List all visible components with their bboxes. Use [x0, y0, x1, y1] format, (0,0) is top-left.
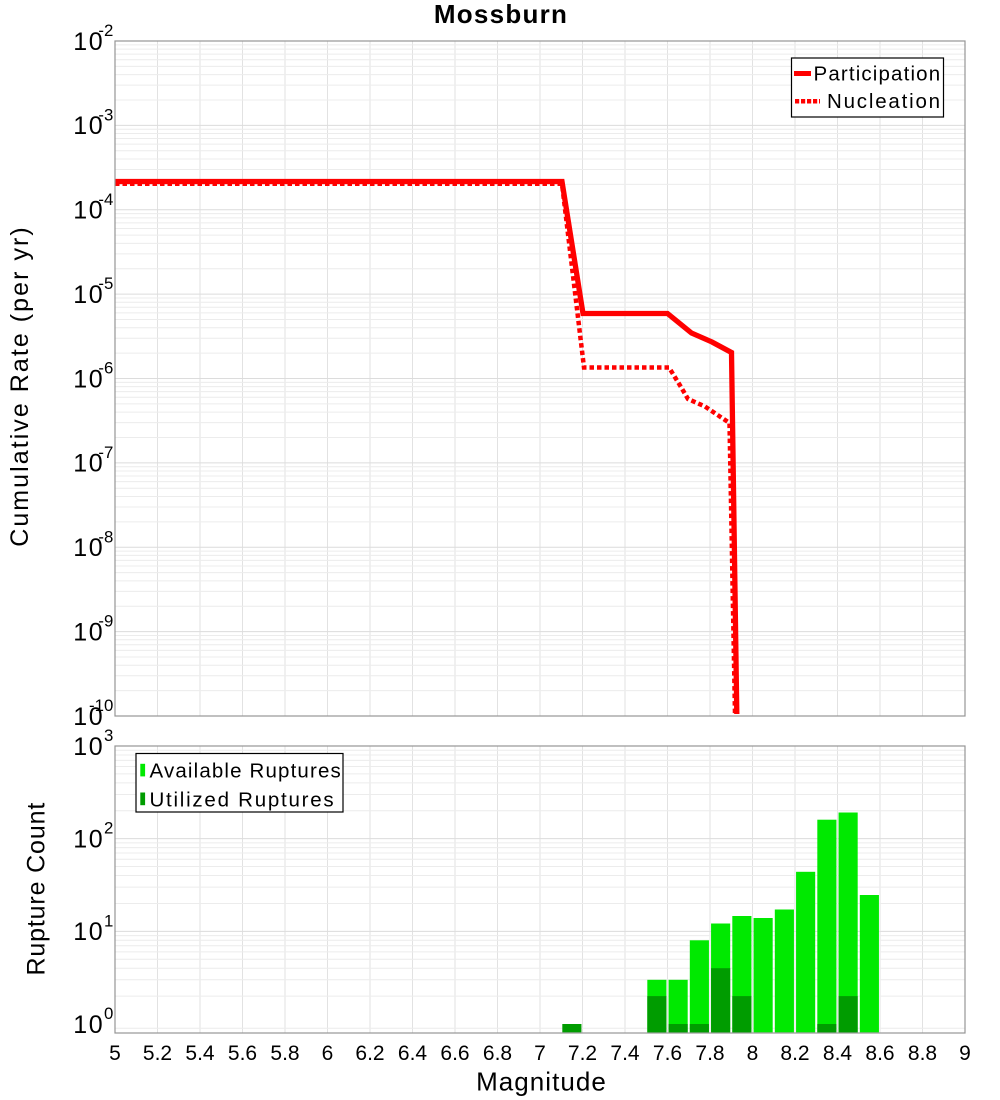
- svg-text:7.2: 7.2: [568, 1042, 597, 1065]
- svg-text:7.8: 7.8: [695, 1042, 724, 1065]
- svg-text:8.6: 8.6: [865, 1042, 894, 1065]
- svg-text:3: 3: [104, 726, 113, 745]
- svg-text:Participation: Participation: [814, 63, 942, 86]
- svg-text:Magnitude: Magnitude: [476, 1067, 607, 1097]
- svg-text:7: 7: [534, 1042, 546, 1065]
- svg-text:8.4: 8.4: [823, 1042, 853, 1065]
- svg-text:10: 10: [73, 618, 104, 646]
- svg-text:2: 2: [104, 819, 113, 838]
- svg-text:1: 1: [104, 911, 113, 930]
- svg-text:6.8: 6.8: [483, 1042, 512, 1065]
- svg-text:5.8: 5.8: [270, 1042, 299, 1065]
- svg-text:-5: -5: [98, 274, 113, 293]
- svg-text:5.6: 5.6: [228, 1042, 257, 1065]
- svg-text:Nucleation: Nucleation: [827, 90, 942, 113]
- svg-text:10: 10: [73, 112, 104, 140]
- svg-text:10: 10: [73, 28, 104, 56]
- svg-text:-3: -3: [98, 105, 113, 124]
- svg-text:8: 8: [747, 1042, 759, 1065]
- svg-text:-4: -4: [98, 190, 113, 209]
- svg-text:Available Ruptures: Available Ruptures: [150, 760, 342, 783]
- svg-text:-6: -6: [98, 359, 113, 378]
- svg-text:10: 10: [73, 1011, 104, 1039]
- svg-text:5.2: 5.2: [143, 1042, 172, 1065]
- svg-text:10: 10: [73, 703, 104, 731]
- svg-text:10: 10: [73, 281, 104, 309]
- svg-text:10: 10: [73, 365, 104, 393]
- svg-text:-7: -7: [98, 443, 113, 462]
- svg-text:6: 6: [322, 1042, 334, 1065]
- svg-text:10: 10: [73, 918, 104, 946]
- svg-text:0: 0: [104, 1004, 113, 1023]
- svg-text:-8: -8: [98, 527, 113, 546]
- svg-text:10: 10: [73, 450, 104, 478]
- svg-text:Cumulative Rate (per yr): Cumulative Rate (per yr): [6, 225, 34, 547]
- svg-text:-9: -9: [98, 612, 113, 631]
- svg-text:Mossburn: Mossburn: [434, 0, 568, 29]
- svg-text:8.8: 8.8: [908, 1042, 937, 1065]
- svg-text:5.4: 5.4: [185, 1042, 215, 1065]
- svg-text:-2: -2: [98, 21, 113, 40]
- svg-text:10: 10: [73, 197, 104, 225]
- svg-text:Rupture Count: Rupture Count: [23, 802, 51, 976]
- svg-text:9: 9: [959, 1042, 971, 1065]
- svg-text:5: 5: [109, 1042, 121, 1065]
- svg-text:6.4: 6.4: [398, 1042, 428, 1065]
- svg-text:10: 10: [73, 733, 104, 761]
- svg-text:6.6: 6.6: [440, 1042, 469, 1065]
- svg-text:7.6: 7.6: [653, 1042, 682, 1065]
- svg-text:-10: -10: [89, 696, 113, 715]
- svg-text:Utilized Ruptures: Utilized Ruptures: [150, 788, 336, 811]
- svg-text:7.4: 7.4: [610, 1042, 640, 1065]
- svg-text:10: 10: [73, 534, 104, 562]
- svg-text:8.2: 8.2: [780, 1042, 809, 1065]
- svg-text:6.2: 6.2: [355, 1042, 384, 1065]
- svg-text:10: 10: [73, 825, 104, 853]
